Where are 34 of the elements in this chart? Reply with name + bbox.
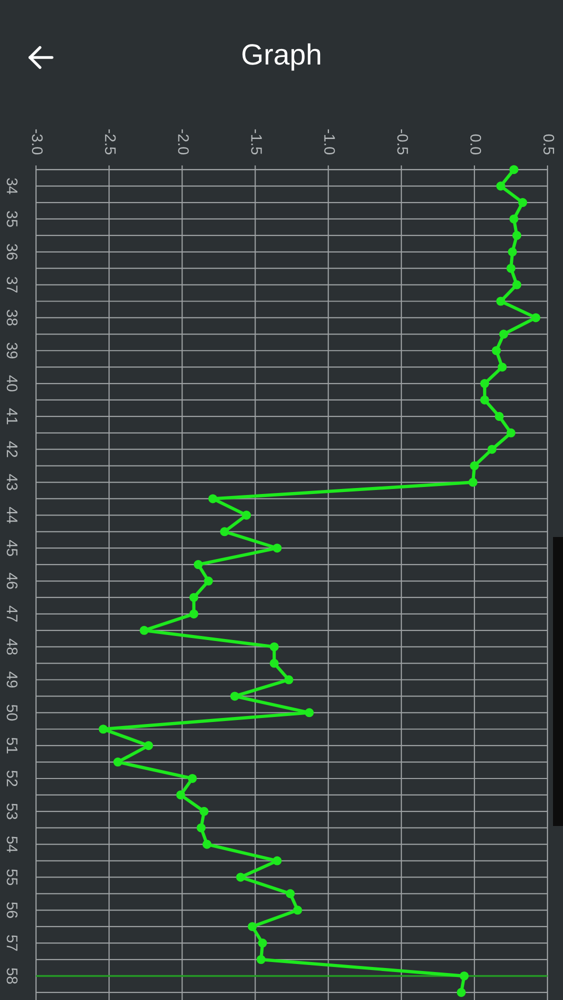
y-tick-label: 37 [6, 276, 18, 293]
y-tick-label: 45 [6, 540, 18, 556]
y-tick-label: 51 [6, 738, 18, 754]
y-tick-label: 57 [6, 935, 18, 951]
y-tick-label: 36 [6, 244, 18, 260]
x-tick-label: -1.0 [324, 129, 336, 154]
x-tick-label: -0.5 [397, 129, 408, 154]
y-tick-label: 56 [6, 902, 18, 918]
y-tick-label: 42 [6, 441, 18, 458]
y-tick-label: 53 [6, 804, 18, 820]
chart-title: Graph [242, 43, 320, 71]
y-tick-label: 35 [6, 211, 18, 227]
y-tick-label: 52 [6, 770, 18, 786]
y-tick-label: 49 [6, 672, 18, 688]
x-tick-label: -1.5 [251, 129, 262, 154]
y-tick-label: 34 [6, 178, 18, 194]
x-tick-label: -2.0 [178, 129, 189, 154]
x-tick-label: 0.5 [543, 134, 554, 154]
y-tick-label: 54 [6, 836, 18, 852]
y-tick-label: 55 [6, 869, 18, 886]
x-tick-label: 0.0 [470, 134, 482, 154]
y-tick-label: 46 [6, 572, 18, 589]
y-tick-label: 47 [6, 606, 18, 622]
y-tick-label: 48 [6, 638, 18, 655]
y-tick-label: 39 [6, 342, 18, 358]
x-tick-label: -2.5 [104, 129, 116, 154]
y-tick-label: 40 [6, 375, 18, 392]
x-tick-label: -3.0 [32, 129, 43, 154]
y-tick-label: 43 [6, 474, 18, 490]
y-tick-label: 41 [6, 408, 18, 424]
y-tick-label: 44 [6, 507, 18, 524]
y-tick-label: 38 [6, 310, 18, 326]
y-tick-label: 50 [6, 704, 18, 721]
y-tick-label: 58 [6, 968, 18, 984]
